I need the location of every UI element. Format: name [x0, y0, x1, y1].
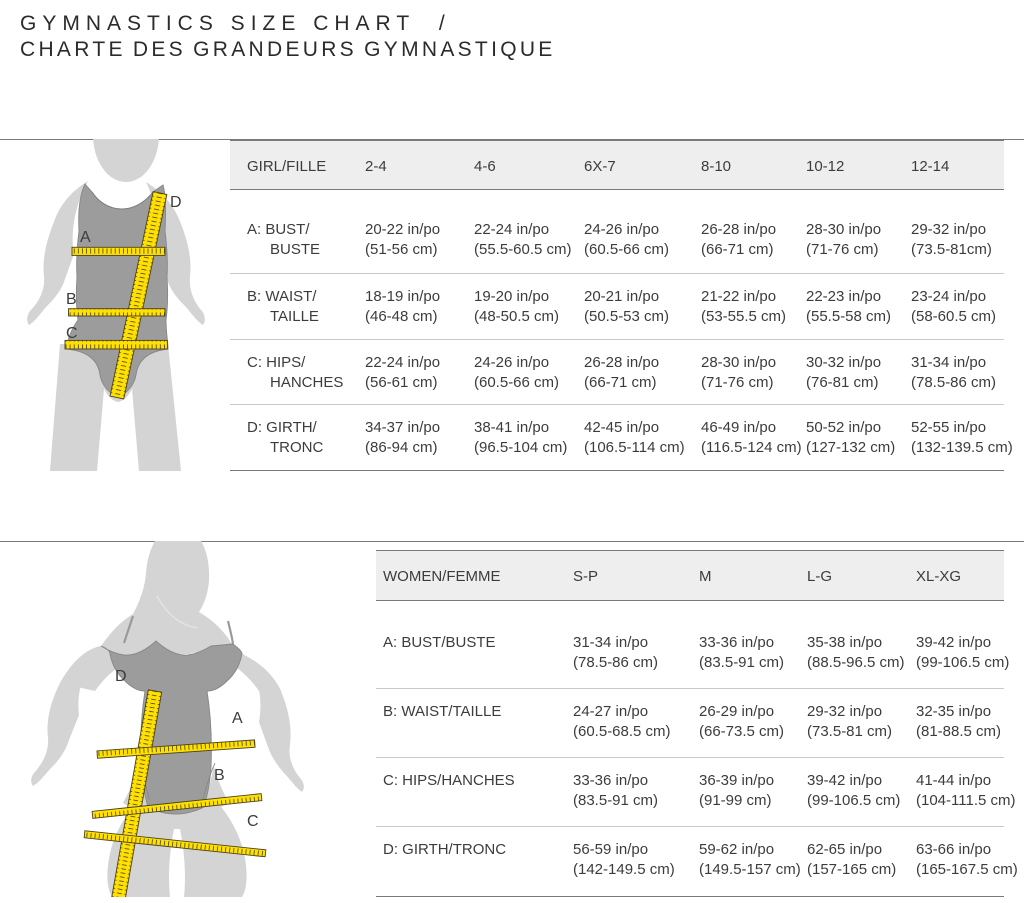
svg-text:A: A — [232, 710, 243, 727]
svg-text:C: C — [66, 325, 78, 342]
svg-text:B: B — [214, 767, 225, 784]
svg-text:C: C — [247, 813, 259, 830]
svg-text:D: D — [170, 194, 182, 211]
svg-text:A: A — [80, 229, 91, 246]
svg-text:B: B — [66, 291, 77, 308]
svg-text:D: D — [115, 668, 127, 685]
